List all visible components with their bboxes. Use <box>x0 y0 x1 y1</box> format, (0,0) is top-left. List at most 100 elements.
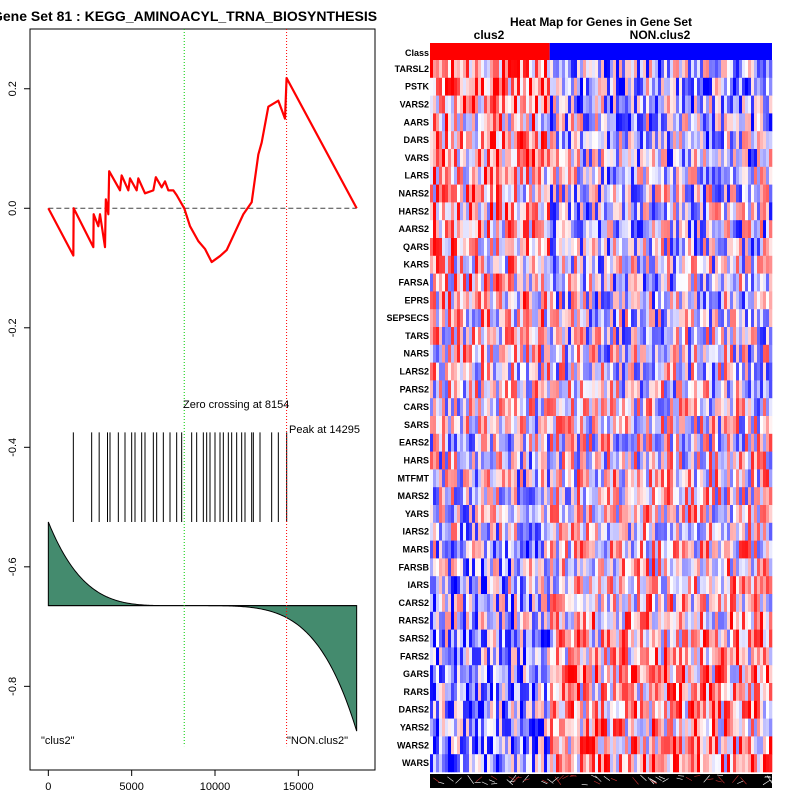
heatmap-cell <box>565 700 569 719</box>
heatmap-cell <box>697 184 701 203</box>
heatmap-cell <box>436 665 440 684</box>
heatmap-cell <box>466 398 470 417</box>
heatmap-cell <box>649 77 653 96</box>
heatmap-cell <box>637 469 641 488</box>
heatmap-cell <box>766 202 770 221</box>
heatmap-cell <box>550 754 554 773</box>
heatmap-cell <box>736 611 740 630</box>
heatmap-cell <box>721 736 725 755</box>
heatmap-cell <box>487 362 491 381</box>
heatmap-cell <box>694 683 698 702</box>
heatmap-cell <box>544 611 548 630</box>
heatmap-cell <box>733 273 737 292</box>
heatmap-cell <box>724 451 728 470</box>
heatmap-cell <box>430 754 434 773</box>
heatmap-cell <box>721 718 725 737</box>
heatmap-cell <box>637 540 641 559</box>
heatmap-cell <box>478 166 482 185</box>
heatmap-cell <box>745 629 749 648</box>
heatmap-cell <box>571 558 575 577</box>
heatmap-cell <box>502 629 506 648</box>
heatmap-cell <box>694 166 698 185</box>
heatmap-cell <box>655 380 659 399</box>
heatmap-cell <box>574 700 578 719</box>
heatmap-cell <box>580 665 584 684</box>
heatmap-cell <box>664 629 668 648</box>
heatmap-cell <box>619 683 623 702</box>
heatmap-cell <box>460 433 464 452</box>
heatmap-cell <box>739 665 743 684</box>
heatmap-cell <box>706 60 710 79</box>
heatmap-cell <box>550 131 554 150</box>
heatmap-cell <box>748 202 752 221</box>
heatmap-cell <box>604 60 608 79</box>
heatmap-cell <box>493 220 497 239</box>
heatmap-cell <box>679 184 683 203</box>
heatmap-cell <box>676 131 680 150</box>
heatmap-cell <box>544 469 548 488</box>
heatmap-cell <box>628 60 632 79</box>
heatmap-cell <box>763 166 767 185</box>
heatmap-cell <box>577 416 581 435</box>
heatmap-cell <box>598 327 602 346</box>
heatmap-cell <box>613 113 617 132</box>
heatmap-cell <box>523 505 527 524</box>
heatmap-cell <box>562 611 566 630</box>
heatmap-cell <box>514 398 518 417</box>
heatmap-cell <box>502 451 506 470</box>
heatmap-cell <box>625 131 629 150</box>
heatmap-cell <box>751 309 755 328</box>
heatmap-cell <box>577 540 581 559</box>
heatmap-cell <box>559 362 563 381</box>
heatmap-cell <box>640 273 644 292</box>
heatmap-cell <box>721 416 725 435</box>
heatmap-cell <box>754 558 758 577</box>
heatmap-cell <box>721 380 725 399</box>
heatmap-cell <box>511 220 515 239</box>
heatmap-cell <box>541 416 545 435</box>
heatmap-cell <box>694 344 698 363</box>
heatmap-cell <box>589 327 593 346</box>
heatmap-cell <box>637 629 641 648</box>
heatmap-cell <box>736 380 740 399</box>
heatmap-cell <box>469 522 473 541</box>
heatmap-cell <box>682 736 686 755</box>
heatmap-cell <box>553 77 557 96</box>
heatmap-cell <box>466 77 470 96</box>
heatmap-cell <box>493 647 497 666</box>
heatmap-cell <box>496 540 500 559</box>
heatmap-cell <box>652 451 656 470</box>
heatmap-cell <box>436 451 440 470</box>
heatmap-cell <box>484 60 488 79</box>
heatmap-cell <box>493 522 497 541</box>
heatmap-cell <box>739 451 743 470</box>
heatmap-cell <box>505 700 509 719</box>
heatmap-cell <box>748 505 752 524</box>
heatmap-cell <box>721 451 725 470</box>
heatmap-cell <box>463 576 467 595</box>
heatmap-cell <box>580 273 584 292</box>
heatmap-cell <box>703 665 707 684</box>
heatmap-cell <box>448 576 452 595</box>
heatmap-cell <box>652 487 656 506</box>
heatmap-cell <box>745 131 749 150</box>
heatmap-cell <box>676 416 680 435</box>
heatmap-cell <box>457 309 461 328</box>
heatmap-cell <box>499 576 503 595</box>
heatmap-cell <box>637 683 641 702</box>
heatmap-cell <box>655 327 659 346</box>
heatmap-cell <box>526 309 530 328</box>
heatmap-cell <box>730 327 734 346</box>
heatmap-cell <box>559 433 563 452</box>
heatmap-cell <box>490 594 494 613</box>
heatmap-cell <box>673 202 677 221</box>
heatmap-cell <box>559 558 563 577</box>
heatmap-cell <box>517 220 521 239</box>
heatmap-cell <box>490 416 494 435</box>
heatmap-cell <box>583 131 587 150</box>
heatmap-cell <box>730 754 734 773</box>
heatmap-cell <box>484 95 488 114</box>
heatmap-cell <box>562 77 566 96</box>
heatmap-cell <box>580 469 584 488</box>
heatmap-cell <box>727 113 731 132</box>
